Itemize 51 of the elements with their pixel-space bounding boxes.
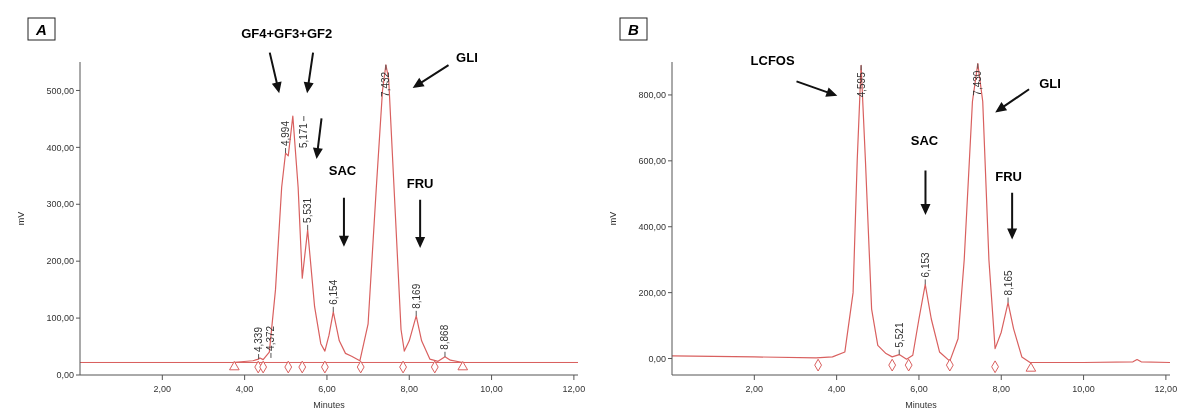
annotation: 8,165 (1002, 270, 1014, 296)
annotation: 4,595 (855, 71, 867, 98)
annotation: 5,521 (893, 322, 905, 348)
annotation: LCFOS (750, 52, 795, 68)
y-axis-title: mV (608, 211, 618, 226)
x-tick-label: 2,00 (153, 384, 172, 394)
text: GF4+GF3+GF2 (241, 26, 333, 42)
y-tick-label: 400,00 (638, 221, 666, 232)
x-tick-label: 12,00 (562, 384, 586, 394)
x-axis-title: Minutes (905, 400, 938, 408)
x-tick-label: 6,00 (910, 384, 928, 394)
chart-title: A (35, 21, 47, 38)
x-tick-label: 4,00 (827, 384, 846, 394)
y-tick-label: 800,00 (638, 90, 666, 101)
annotation: SAC (910, 133, 939, 149)
annotation: SAC (328, 162, 357, 178)
annotation: 7,432 (380, 71, 392, 97)
y-tick-label: 0,00 (56, 370, 74, 381)
y-tick-label: 600,00 (638, 155, 666, 166)
annotation: 6,154 (327, 279, 339, 305)
annotation: FRU (406, 175, 434, 191)
annotation: GLI (456, 50, 478, 66)
annotation: 6,153 (919, 251, 931, 278)
x-tick-label: 10,00 (480, 384, 503, 394)
x-tick-label: 8,00 (400, 384, 419, 394)
annotation: GLI (1039, 75, 1061, 91)
annotation: FRU (995, 168, 1023, 184)
x-tick-label: 12,00 (1154, 384, 1178, 394)
chart-title: B (628, 21, 639, 38)
annotation: 4,994 (280, 120, 292, 147)
annotation: 8,868 (439, 324, 451, 350)
y-tick-label: 200,00 (638, 287, 666, 298)
x-tick-label: 4,00 (235, 384, 254, 394)
annotation: 5,171 (298, 122, 310, 149)
annotation: 5,531 (302, 197, 314, 223)
x-tick-label: 8,00 (992, 384, 1011, 394)
annotation: 4,372 (265, 325, 277, 351)
y-tick-label: 200,00 (46, 256, 74, 267)
annotation: 7,430 (972, 70, 984, 96)
annotation: 8,169 (410, 283, 422, 309)
y-tick-label: 300,00 (46, 199, 74, 210)
y-tick-label: 400,00 (46, 142, 74, 153)
x-tick-label: 6,00 (318, 384, 336, 394)
y-tick-label: 500,00 (46, 85, 74, 96)
y-axis-title: mV (16, 211, 26, 226)
y-tick-label: 0,00 (648, 353, 666, 364)
x-tick-label: 10,00 (1072, 384, 1095, 394)
y-tick-label: 100,00 (46, 313, 74, 324)
x-tick-label: 2,00 (745, 384, 764, 394)
x-axis-title: Minutes (313, 400, 346, 408)
annotation: 4,339 (253, 326, 265, 353)
